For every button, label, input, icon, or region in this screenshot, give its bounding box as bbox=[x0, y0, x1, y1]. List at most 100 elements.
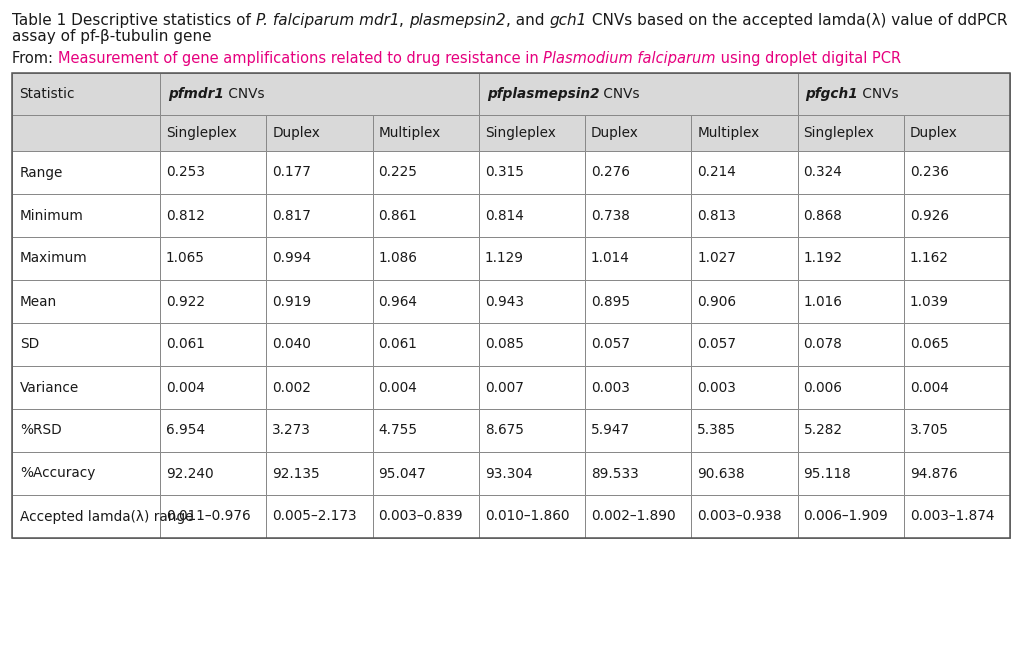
Bar bbox=[691, 194, 798, 237]
Text: 0.861: 0.861 bbox=[379, 209, 418, 222]
Text: Duplex: Duplex bbox=[272, 126, 321, 140]
Text: 0.214: 0.214 bbox=[697, 165, 736, 179]
Bar bbox=[798, 280, 904, 323]
Bar bbox=[691, 151, 798, 194]
Bar bbox=[585, 151, 691, 194]
Bar bbox=[798, 115, 904, 151]
Text: 1.039: 1.039 bbox=[909, 294, 949, 308]
Bar bbox=[266, 151, 373, 194]
Text: %Accuracy: %Accuracy bbox=[20, 467, 95, 481]
Bar bbox=[12, 151, 160, 194]
Text: gch1: gch1 bbox=[549, 13, 587, 28]
Text: 1.014: 1.014 bbox=[591, 251, 630, 266]
Text: From:: From: bbox=[12, 51, 57, 66]
Bar bbox=[160, 409, 266, 452]
Bar bbox=[691, 237, 798, 280]
Bar bbox=[691, 409, 798, 452]
Text: 0.994: 0.994 bbox=[272, 251, 311, 266]
Text: Duplex: Duplex bbox=[591, 126, 639, 140]
Bar bbox=[373, 409, 479, 452]
Text: Minimum: Minimum bbox=[20, 209, 84, 222]
Text: 1.129: 1.129 bbox=[484, 251, 523, 266]
Bar bbox=[798, 151, 904, 194]
Bar bbox=[479, 366, 585, 409]
Bar bbox=[266, 115, 373, 151]
Bar bbox=[479, 409, 585, 452]
Text: 1.086: 1.086 bbox=[379, 251, 418, 266]
Bar bbox=[585, 237, 691, 280]
Bar bbox=[479, 280, 585, 323]
Bar bbox=[798, 323, 904, 366]
Text: 0.078: 0.078 bbox=[804, 338, 843, 351]
Bar bbox=[691, 495, 798, 538]
Bar bbox=[373, 280, 479, 323]
Bar bbox=[479, 115, 585, 151]
Text: 0.812: 0.812 bbox=[166, 209, 205, 222]
Text: 0.065: 0.065 bbox=[909, 338, 949, 351]
Bar bbox=[691, 280, 798, 323]
Bar bbox=[12, 73, 1010, 538]
Text: 3.273: 3.273 bbox=[272, 424, 311, 437]
Text: 3.705: 3.705 bbox=[909, 424, 949, 437]
Bar bbox=[479, 452, 585, 495]
Bar bbox=[585, 194, 691, 237]
Text: 0.004: 0.004 bbox=[166, 380, 205, 395]
Text: 0.003–0.839: 0.003–0.839 bbox=[379, 509, 463, 524]
Text: 95.118: 95.118 bbox=[804, 467, 851, 481]
Text: SD: SD bbox=[20, 338, 39, 351]
Bar bbox=[479, 73, 798, 115]
Text: 0.895: 0.895 bbox=[591, 294, 630, 308]
Text: 0.225: 0.225 bbox=[379, 165, 418, 179]
Bar bbox=[12, 452, 160, 495]
Text: 0.324: 0.324 bbox=[804, 165, 843, 179]
Text: 0.236: 0.236 bbox=[909, 165, 948, 179]
Bar bbox=[904, 237, 1010, 280]
Bar bbox=[904, 452, 1010, 495]
Text: 0.061: 0.061 bbox=[166, 338, 205, 351]
Bar bbox=[373, 194, 479, 237]
Text: 5.282: 5.282 bbox=[804, 424, 843, 437]
Bar bbox=[585, 409, 691, 452]
Bar bbox=[160, 366, 266, 409]
Bar bbox=[691, 452, 798, 495]
Text: Maximum: Maximum bbox=[20, 251, 88, 266]
Text: 1.027: 1.027 bbox=[697, 251, 736, 266]
Text: 0.906: 0.906 bbox=[697, 294, 736, 308]
Text: 0.085: 0.085 bbox=[484, 338, 523, 351]
Bar bbox=[585, 115, 691, 151]
Text: 0.010–1.860: 0.010–1.860 bbox=[484, 509, 569, 524]
Bar bbox=[585, 366, 691, 409]
Bar bbox=[798, 409, 904, 452]
Text: 0.919: 0.919 bbox=[272, 294, 311, 308]
Text: 0.738: 0.738 bbox=[591, 209, 630, 222]
Bar bbox=[266, 237, 373, 280]
Bar bbox=[373, 323, 479, 366]
Text: 94.876: 94.876 bbox=[909, 467, 957, 481]
Text: Singleplex: Singleplex bbox=[804, 126, 874, 140]
Bar bbox=[373, 495, 479, 538]
Bar bbox=[585, 495, 691, 538]
Text: 0.057: 0.057 bbox=[697, 338, 736, 351]
Text: Multiplex: Multiplex bbox=[697, 126, 760, 140]
Text: pfmdr1: pfmdr1 bbox=[168, 87, 224, 101]
Text: 0.964: 0.964 bbox=[379, 294, 418, 308]
Bar bbox=[160, 452, 266, 495]
Text: pfgch1: pfgch1 bbox=[806, 87, 858, 101]
Bar bbox=[12, 495, 160, 538]
Text: pfplasmepsin2: pfplasmepsin2 bbox=[486, 87, 599, 101]
Bar bbox=[373, 237, 479, 280]
Bar bbox=[798, 495, 904, 538]
Text: 0.003: 0.003 bbox=[591, 380, 630, 395]
Text: Plasmodium falciparum: Plasmodium falciparum bbox=[543, 51, 716, 66]
Bar bbox=[691, 115, 798, 151]
Text: 89.533: 89.533 bbox=[591, 467, 639, 481]
Bar bbox=[691, 323, 798, 366]
Bar bbox=[479, 151, 585, 194]
Text: 0.315: 0.315 bbox=[484, 165, 523, 179]
Text: 0.004: 0.004 bbox=[909, 380, 948, 395]
Bar bbox=[904, 409, 1010, 452]
Text: 90.638: 90.638 bbox=[697, 467, 744, 481]
Text: , and: , and bbox=[506, 13, 549, 28]
Bar bbox=[12, 73, 160, 115]
Text: Mean: Mean bbox=[20, 294, 57, 308]
